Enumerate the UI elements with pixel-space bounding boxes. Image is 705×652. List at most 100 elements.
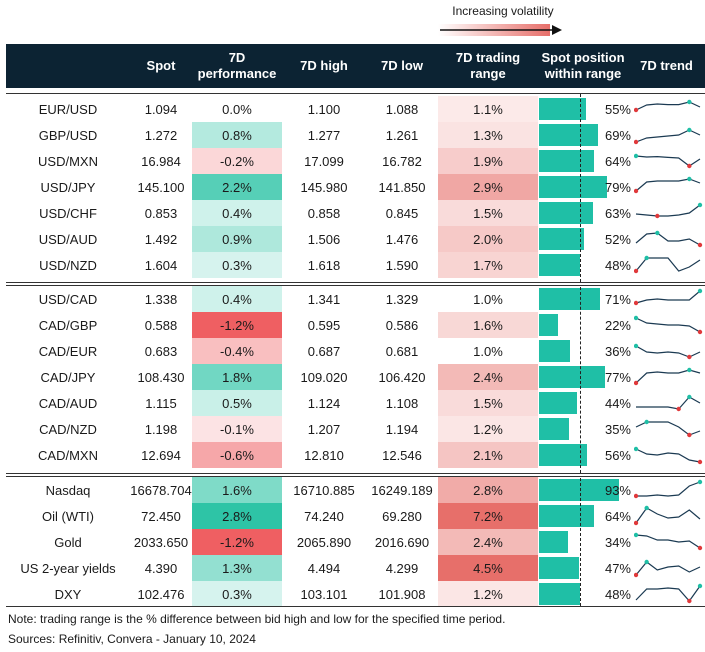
position-bar xyxy=(539,202,594,224)
low-value: 2016.690 xyxy=(374,534,430,550)
high-value: 103.101 xyxy=(300,586,348,602)
perf-value: -0.4% xyxy=(192,338,282,364)
spot-value: 0.853 xyxy=(144,205,178,221)
perf-value: 1.8% xyxy=(192,364,282,390)
range-value: 1.0% xyxy=(473,291,503,307)
position-label: 44% xyxy=(604,395,631,411)
trend-sparkline xyxy=(634,255,701,274)
perf-value: 0.0% xyxy=(222,101,252,117)
header-spot: Spot xyxy=(146,58,176,73)
position-bar xyxy=(539,98,587,120)
table-row: Gold 2033.650 -1.2% 2065.890 2016.690 2.4% 34% xyxy=(6,529,705,555)
range-value: 1.5% xyxy=(438,200,538,226)
position-bar xyxy=(539,505,595,527)
trend-line xyxy=(635,232,701,246)
position-bar xyxy=(539,392,577,414)
low-value: 0.845 xyxy=(385,205,419,221)
position-label: 35% xyxy=(604,421,631,437)
spot-value: 1.094 xyxy=(144,101,178,117)
trend-high-marker xyxy=(687,176,692,182)
trend-sparkline xyxy=(635,583,703,604)
range-value: 1.2% xyxy=(438,416,538,442)
perf-value: -0.1% xyxy=(192,416,282,442)
position-bar xyxy=(539,418,570,440)
header-high: 7D high xyxy=(300,58,348,73)
position-bar xyxy=(539,366,606,388)
trend-high-marker xyxy=(687,99,692,105)
trend-sparkline xyxy=(634,99,701,113)
high-value: 0.595 xyxy=(307,317,341,333)
high-value: 1.100 xyxy=(307,101,341,117)
group-separator xyxy=(6,285,705,286)
spot-value: 108.430 xyxy=(137,369,185,385)
trend-low-marker xyxy=(634,107,639,113)
group-separator xyxy=(6,473,705,474)
position-label: 36% xyxy=(604,343,631,359)
trend-low-marker xyxy=(634,188,639,194)
position-bar xyxy=(539,444,588,466)
position-bar xyxy=(539,557,580,579)
trend-low-marker xyxy=(676,406,681,412)
position-label: 48% xyxy=(604,257,631,273)
trend-line xyxy=(636,481,701,497)
range-value: 2.4% xyxy=(438,364,538,390)
position-label: 63% xyxy=(604,205,631,221)
pair-label: USD/CAD xyxy=(38,291,98,307)
header-position: Spot position within range xyxy=(541,50,625,81)
header-pair xyxy=(6,44,130,88)
trend-sparkline xyxy=(635,230,703,248)
spot-value: 1.338 xyxy=(144,291,178,307)
spot-value: 1.492 xyxy=(144,231,178,247)
volatility-gradient-arrow xyxy=(438,24,562,36)
table-row: USD/CAD 1.338 0.4% 1.341 1.329 1.0% 71% xyxy=(6,286,705,312)
trend-line xyxy=(635,317,701,333)
pair-label: Nasdaq xyxy=(45,482,91,498)
pair-label: USD/JPY xyxy=(40,179,96,195)
range-value: 2.0% xyxy=(438,226,538,252)
trend-line xyxy=(635,448,701,463)
trend-line xyxy=(635,290,701,304)
trend-sparkline xyxy=(635,419,701,438)
trend-high-marker xyxy=(697,583,703,589)
perf-value: -0.2% xyxy=(192,148,282,174)
position-label: 69% xyxy=(604,127,631,143)
trend-high-marker xyxy=(644,255,649,261)
trend-sparkline xyxy=(635,202,703,219)
spot-value: 12.694 xyxy=(141,447,181,463)
high-value: 1.618 xyxy=(307,257,341,273)
group-separator xyxy=(6,476,705,477)
table-row: USD/AUD 1.492 0.9% 1.506 1.476 2.0% 52% xyxy=(6,226,705,252)
trend-line xyxy=(635,369,701,384)
header-low: 7D low xyxy=(381,58,423,73)
position-label: 93% xyxy=(604,482,631,498)
perf-value: -0.6% xyxy=(192,442,282,468)
high-value: 1.124 xyxy=(307,395,341,411)
low-value: 101.908 xyxy=(378,586,426,602)
spot-value: 2033.650 xyxy=(133,534,189,550)
table-row: Oil (WTI) 72.450 2.8% 74.240 69.280 7.2% 64% xyxy=(6,503,705,529)
midpoint-reference-line xyxy=(580,478,581,606)
pair-label: USD/CHF xyxy=(39,205,97,221)
range-value: 7.2% xyxy=(438,503,538,529)
position-bar xyxy=(539,314,558,336)
range-value: 1.6% xyxy=(438,312,538,338)
range-value: 4.5% xyxy=(438,555,538,581)
low-value: 1.088 xyxy=(385,101,419,117)
low-value: 1.108 xyxy=(385,395,419,411)
perf-value: 0.5% xyxy=(192,390,282,416)
high-value: 74.240 xyxy=(304,508,344,524)
high-value: 16710.885 xyxy=(293,482,355,498)
perf-value: 0.4% xyxy=(192,200,282,226)
pair-label: CAD/EUR xyxy=(38,343,98,359)
range-value: 1.2% xyxy=(438,581,538,607)
table-row: CAD/GBP 0.588 -1.2% 0.595 0.586 1.6% 22% xyxy=(6,312,705,338)
trend-low-marker xyxy=(687,354,692,360)
trend-low-marker xyxy=(687,163,692,169)
pair-label: CAD/JPY xyxy=(40,369,96,385)
trend-low-marker xyxy=(634,520,639,526)
high-value: 1.506 xyxy=(307,231,341,247)
header-perf: 7D performance xyxy=(197,50,277,81)
trend-high-marker xyxy=(697,479,703,485)
position-bar xyxy=(539,228,584,250)
pair-label: USD/NZD xyxy=(39,257,97,273)
